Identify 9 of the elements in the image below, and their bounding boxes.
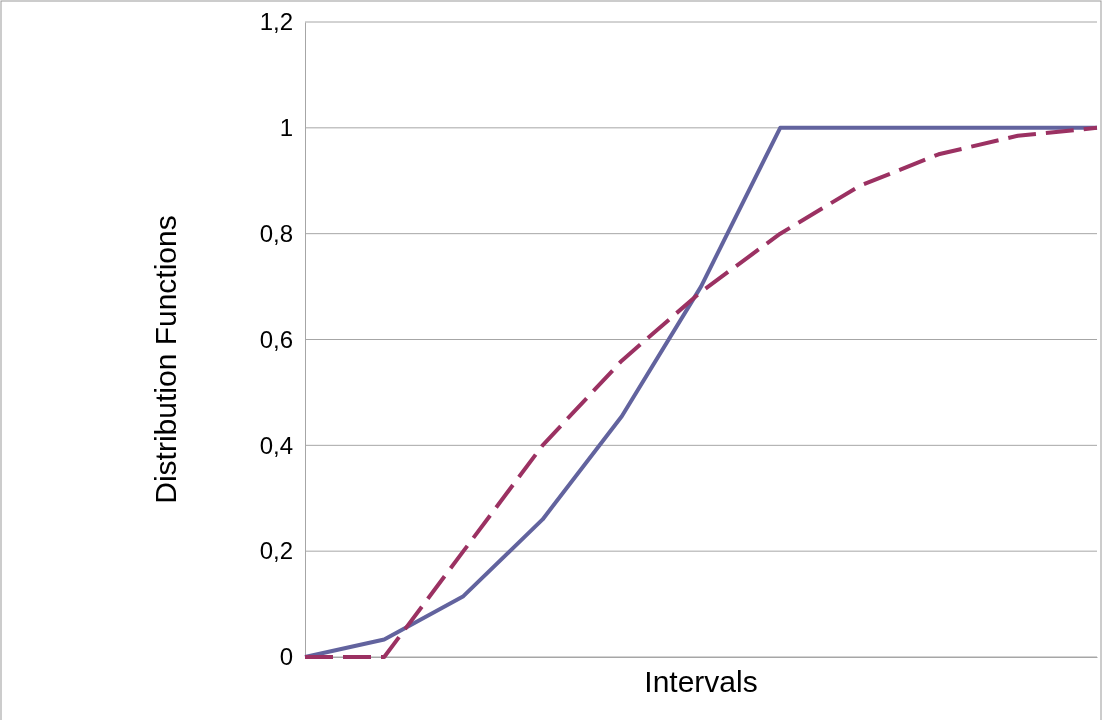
y-tick-label: 0,8 — [259, 219, 293, 247]
x-axis-title: Intervals — [644, 665, 758, 698]
y-tick-label: 0 — [279, 643, 293, 671]
y-tick-label: 0,2 — [259, 537, 293, 565]
y-tick-label: 1,2 — [259, 8, 293, 36]
y-tick-label: 0,6 — [259, 325, 293, 353]
y-tick-label: 1 — [279, 114, 293, 142]
y-tick-label: 0,4 — [259, 431, 293, 459]
y-axis-title: Distribution Functions — [149, 215, 182, 504]
